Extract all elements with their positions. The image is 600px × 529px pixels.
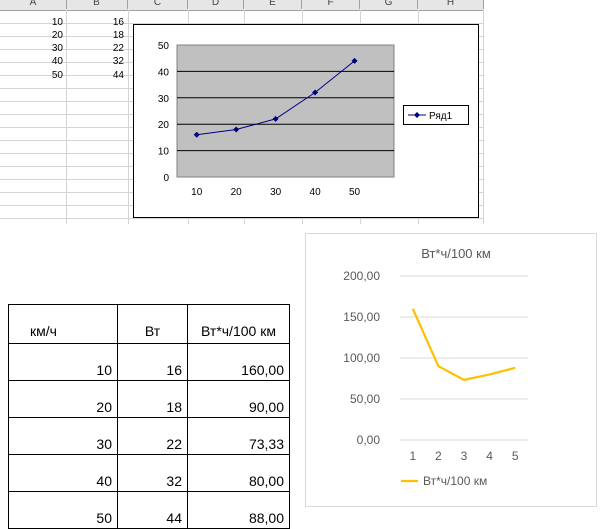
y-tick-label: 0 (163, 173, 169, 184)
table-cell: 50 (8, 491, 118, 529)
cell-a4[interactable]: 40 (51, 56, 63, 67)
header-consumption: Вт*ч/100 км (187, 304, 290, 344)
cell-b3[interactable]: 22 (112, 43, 124, 54)
cell-a2[interactable]: 20 (51, 30, 63, 41)
table-cell: 20 (8, 380, 118, 418)
cell-a5[interactable]: 50 (51, 70, 63, 81)
column-header-g[interactable]: G (360, 0, 418, 9)
table-row: 40 32 80,00 (8, 454, 290, 492)
cell-b4[interactable]: 32 (112, 56, 124, 67)
column-header-b[interactable]: B (66, 0, 128, 9)
consumption-chart-svg: Вт*ч/100 км 0,00 50,00 100,00 150,00 200,00 1 2… (343, 246, 528, 488)
grid-line (483, 10, 484, 224)
data-point (312, 89, 319, 96)
plot-area (176, 44, 395, 178)
column-header-c[interactable]: C (128, 0, 188, 9)
table-row: 50 44 88,00 (8, 491, 290, 529)
data-point (193, 131, 200, 138)
header-power: Вт (117, 304, 188, 344)
table-cell: 73,33 (187, 417, 290, 455)
cell-b1[interactable]: 16 (112, 17, 124, 28)
x-tick-label: 2 (435, 449, 442, 463)
table-cell: 16 (117, 343, 188, 381)
y-tick-label: 50,00 (350, 392, 380, 406)
table-cell: 18 (117, 380, 188, 418)
x-tick-label: 10 (191, 187, 203, 198)
y-tick-label: 0,00 (357, 433, 381, 447)
column-header-h[interactable]: H (418, 0, 484, 9)
chart-title: Вт*ч/100 км (421, 246, 491, 261)
grid-line (0, 23, 484, 24)
table-row: 30 22 73,33 (8, 417, 290, 455)
cell-b2[interactable]: 18 (112, 30, 124, 41)
table-cell: 88,00 (187, 491, 290, 529)
legend-label: Вт*ч/100 км (423, 474, 487, 488)
embedded-line-chart[interactable]: 0 10 20 30 40 50 10 20 30 40 50 Ряд1 (133, 24, 479, 218)
y-tick-label: 30 (158, 94, 170, 105)
y-tick-label: 40 (158, 67, 170, 78)
cell-b5[interactable]: 44 (112, 70, 124, 81)
table-header-row: км/ч Вт Вт*ч/100 км (8, 304, 290, 344)
y-tick-label: 20 (158, 120, 170, 131)
table-cell: 10 (8, 343, 118, 381)
table-cell: 90,00 (187, 380, 290, 418)
grid-line (0, 218, 484, 219)
data-point (233, 126, 240, 133)
y-tick-label: 10 (158, 147, 170, 158)
x-tick-label: 1 (409, 449, 416, 463)
y-tick-label: 50 (158, 41, 170, 52)
consumption-line-chart[interactable]: Вт*ч/100 км 0,00 50,00 100,00 150,00 200,00 1 2… (305, 233, 597, 507)
cell-a1[interactable]: 10 (51, 17, 63, 28)
column-header-a[interactable]: A (0, 0, 67, 9)
y-tick-label: 150,00 (343, 310, 380, 324)
spreadsheet-grid: A B C D E F G H 10 16 20 18 30 22 40 32 … (0, 0, 484, 224)
table-row: 10 16 160,00 (8, 343, 290, 381)
legend-label: Ряд1 (429, 111, 453, 122)
legend-marker (414, 112, 420, 118)
column-header-f[interactable]: F (302, 0, 360, 9)
x-tick-label: 40 (310, 187, 322, 198)
table-cell: 40 (8, 454, 118, 492)
chart-legend[interactable]: Ряд1 (403, 105, 469, 125)
y-tick-label: 200,00 (343, 269, 380, 283)
table-cell: 30 (8, 417, 118, 455)
x-tick-label: 30 (270, 187, 282, 198)
table-cell: 160,00 (187, 343, 290, 381)
x-tick-label: 3 (461, 449, 468, 463)
table-row: 20 18 90,00 (8, 380, 290, 418)
grid-line (66, 10, 67, 224)
table-cell: 22 (117, 417, 188, 455)
x-tick-label: 50 (349, 187, 361, 198)
column-header-d[interactable]: D (188, 0, 244, 9)
grid-line (128, 10, 129, 224)
y-tick-label: 100,00 (343, 351, 380, 365)
x-tick-label: 4 (486, 449, 493, 463)
x-tick-label: 20 (231, 187, 243, 198)
embedded-chart-svg: 0 10 20 30 40 50 10 20 30 40 50 (158, 41, 395, 198)
column-header-e[interactable]: E (244, 0, 302, 9)
table-cell: 32 (117, 454, 188, 492)
cell-a3[interactable]: 30 (51, 43, 63, 54)
data-point (351, 57, 358, 64)
x-tick-label: 5 (512, 449, 519, 463)
header-speed: км/ч (8, 304, 118, 344)
table-cell: 44 (117, 491, 188, 529)
data-table: км/ч Вт Вт*ч/100 км 10 16 160,00 20 18 9… (8, 304, 290, 529)
column-headers: A B C D E F G H (0, 0, 484, 11)
series-line (411, 308, 516, 381)
table-cell: 80,00 (187, 454, 290, 492)
legend-svg: Ряд1 (408, 111, 453, 122)
data-point (272, 115, 279, 122)
